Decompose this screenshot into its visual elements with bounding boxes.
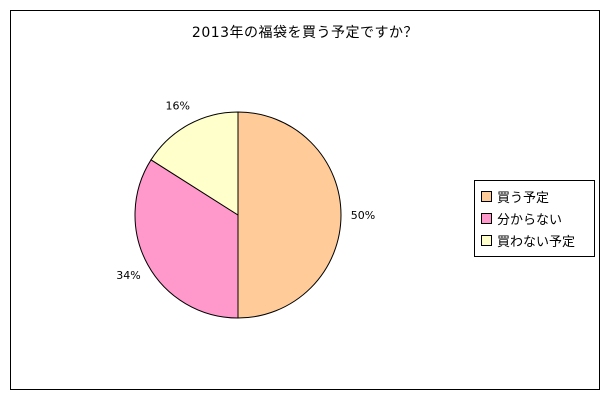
chart-legend: 買う予定 分からない 買わない予定 xyxy=(474,180,595,257)
legend-swatch-buy xyxy=(481,190,492,202)
pie-label-not-buy: 16% xyxy=(166,99,190,112)
legend-item-not-buy: 買わない予定 xyxy=(481,229,588,251)
legend-label-buy: 買う予定 xyxy=(497,190,550,206)
pie-label-unsure: 34% xyxy=(116,269,140,282)
pie-slice-buy xyxy=(237,111,342,319)
pie-slice-not-buy xyxy=(150,111,239,216)
chart-title: 2013年の福袋を買う予定ですか？ xyxy=(191,25,419,41)
legend-item-buy: 買う予定 xyxy=(481,185,588,207)
legend-label-not-buy: 買わない予定 xyxy=(497,234,576,250)
pie-label-buy: 50% xyxy=(351,209,375,222)
legend-label-unsure: 分からない xyxy=(497,212,563,228)
pie-slice-unsure xyxy=(134,159,239,319)
legend-item-unsure: 分からない xyxy=(481,207,588,229)
legend-swatch-not-buy xyxy=(481,234,492,246)
legend-swatch-unsure xyxy=(481,212,492,224)
